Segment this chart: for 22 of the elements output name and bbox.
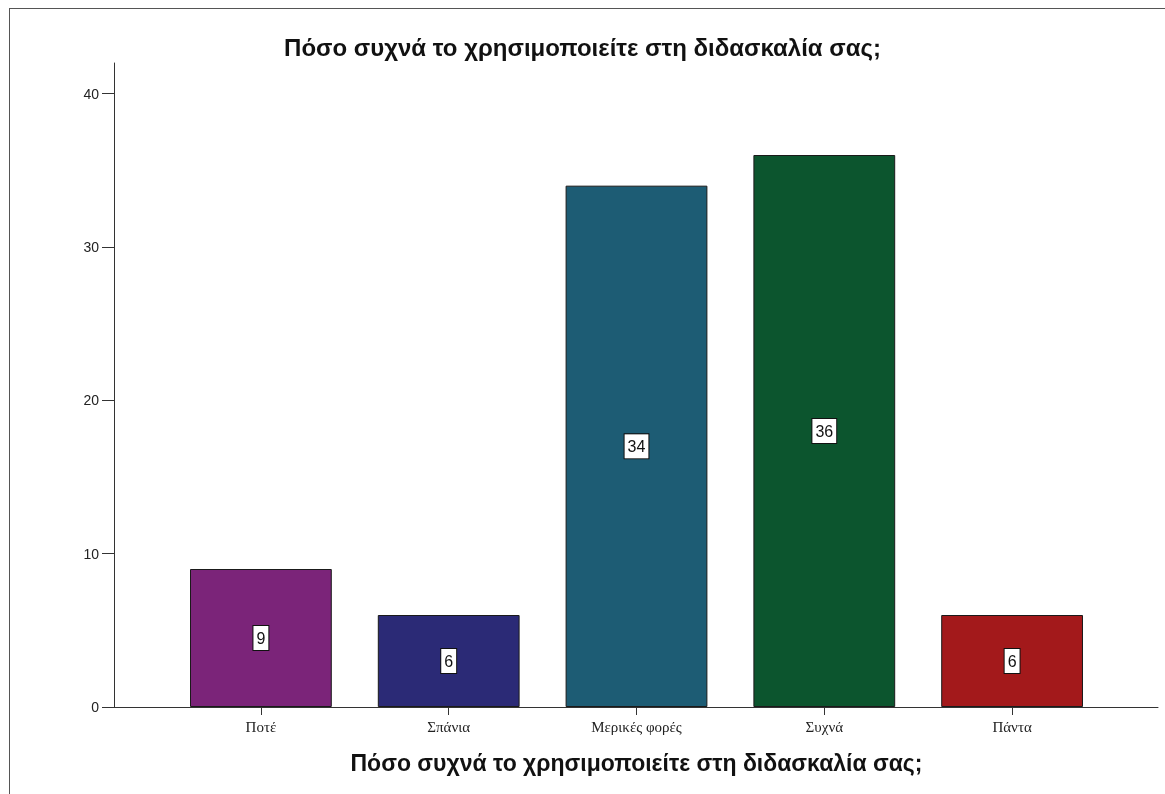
data-label: 9 <box>256 629 266 647</box>
bar <box>565 185 708 707</box>
x-tick-label: Πάντα <box>992 718 1032 735</box>
y-tick-label: 10 <box>83 545 100 562</box>
x-tick-label: Σπάνια <box>427 718 471 735</box>
data-label: 6 <box>1007 652 1017 670</box>
y-tick-label: 30 <box>83 239 100 255</box>
chart-title: Πόσο συχνά το χρησιμοποιείτε στη διδασκαλία σας; <box>284 33 881 61</box>
x-tick-label: Μερικές φορές <box>591 718 682 735</box>
x-axis-title: Πόσο συχνά το χρησιμοποιείτε στη διδασκαλία σας; <box>350 749 923 776</box>
y-tick-label: 40 <box>83 85 100 102</box>
bar <box>941 615 1083 707</box>
bar <box>377 615 520 707</box>
x-tick-label: Ποτέ <box>245 718 277 735</box>
data-label: 6 <box>444 652 454 670</box>
x-tick-label: Συχνά <box>805 718 844 735</box>
data-label: 36 <box>815 422 834 440</box>
bar <box>190 569 332 707</box>
data-label: 34 <box>627 437 646 455</box>
y-tick-label: 20 <box>83 392 100 409</box>
y-tick-label: 0 <box>91 699 100 715</box>
bar <box>753 155 896 707</box>
